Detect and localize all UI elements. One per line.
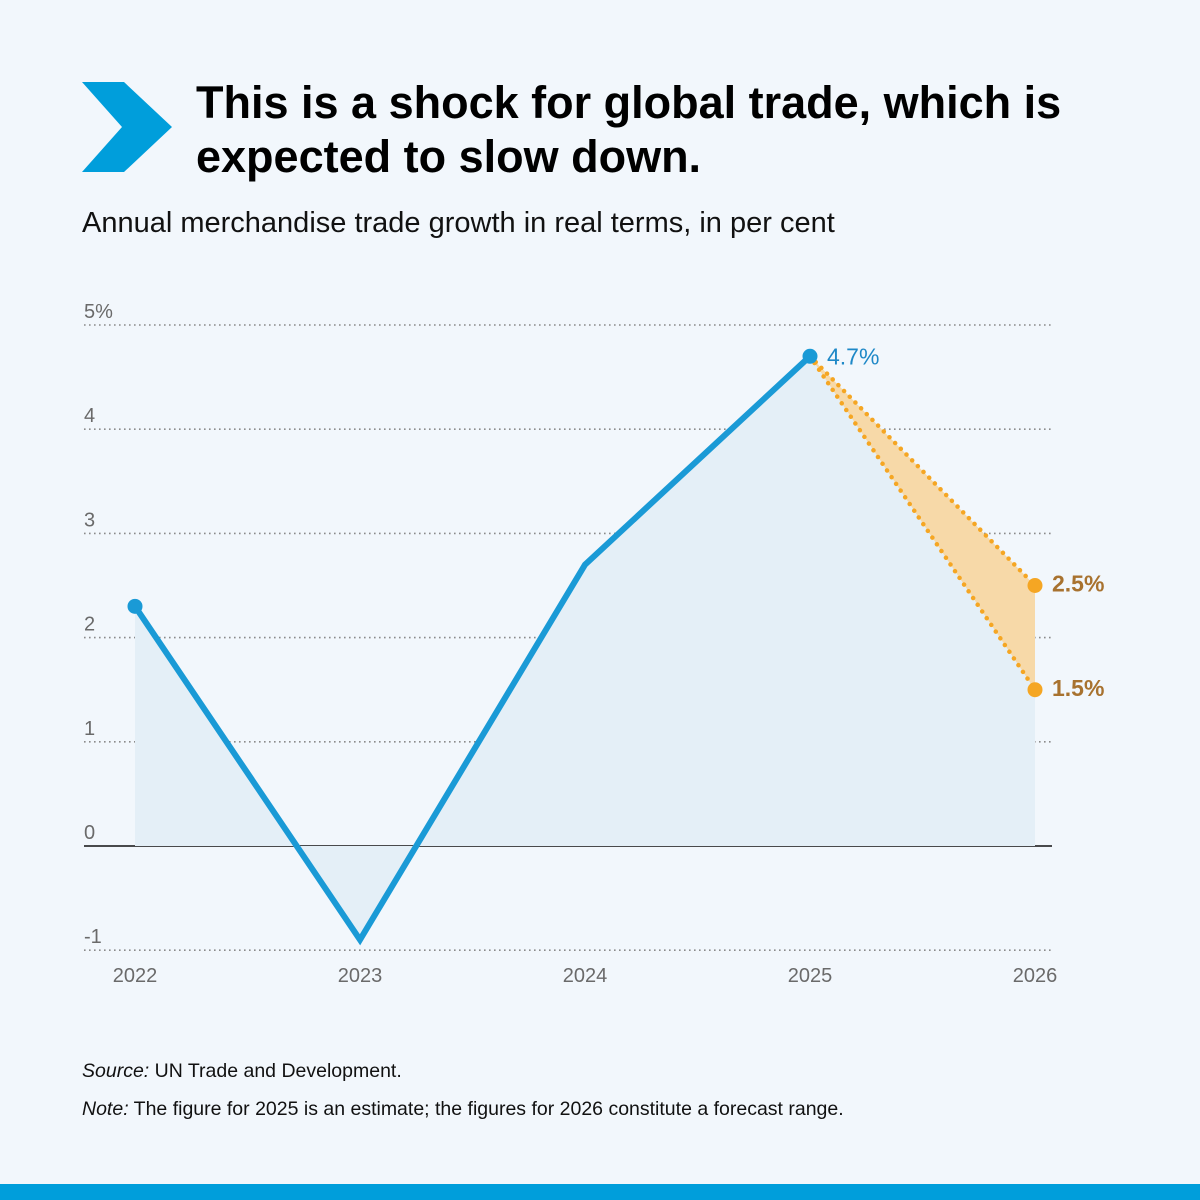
data-label: 2.5% <box>1052 571 1104 597</box>
series-line-actual <box>132 354 813 946</box>
x-tick-label: 2025 <box>788 965 833 987</box>
x-tick-label: 2023 <box>338 965 383 987</box>
y-tick-label: 2 <box>84 614 95 636</box>
source-note: Source: UN Trade and Development. <box>82 1060 402 1083</box>
source-label: Source: <box>82 1060 150 1082</box>
y-tick-label: 5% <box>84 301 113 323</box>
y-tick-label: 3 <box>84 509 95 531</box>
chevron-right-icon <box>82 82 172 172</box>
series-line-forecast-high <box>807 354 1038 588</box>
series-line-forecast-low <box>807 354 1038 692</box>
data-label: 4.7% <box>827 343 879 369</box>
data-point <box>127 598 143 614</box>
forecast-point <box>1027 682 1043 698</box>
x-tick-label: 2024 <box>563 965 608 987</box>
y-tick-label: 0 <box>84 822 95 844</box>
note-label: Note: <box>82 1098 129 1120</box>
data-label: 1.5% <box>1052 675 1104 701</box>
source-text: UN Trade and Development. <box>149 1060 402 1082</box>
x-tick-label: 2022 <box>113 965 158 987</box>
y-tick-label: -1 <box>84 926 102 948</box>
data-point <box>802 348 818 364</box>
note-text: The figure for 2025 is an estimate; the … <box>128 1098 844 1120</box>
chart-subtitle: Annual merchandise trade growth in real … <box>82 207 835 239</box>
forecast-point <box>1027 578 1043 593</box>
x-tick-label: 2026 <box>1013 965 1058 987</box>
y-tick-label: 4 <box>84 405 95 427</box>
area-fill <box>135 356 1035 940</box>
footer-accent-bar <box>0 1184 1200 1200</box>
line-chart: -1 0 1 2 3 4 5% 2022 2023 2024 2025 2026 4.7% 2.5% 1.… <box>84 301 1104 987</box>
y-tick-label: 1 <box>84 718 95 740</box>
footnote: Note: The figure for 2025 is an estimate… <box>82 1098 844 1121</box>
page-title: This is a shock for global trade, which … <box>196 77 1062 182</box>
